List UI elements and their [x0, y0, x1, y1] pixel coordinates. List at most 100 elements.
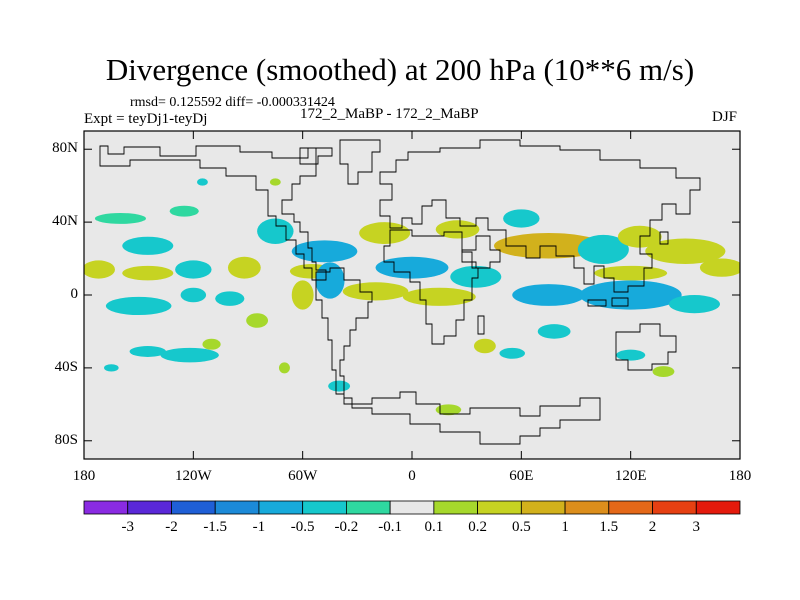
coastline-madagascar	[477, 315, 485, 335]
coastline-north-america	[99, 145, 327, 281]
field-blob-14	[291, 280, 314, 310]
x-tick-label: 180	[728, 468, 752, 484]
colorbar-label: 0.5	[511, 519, 531, 535]
field-blob-28	[579, 280, 682, 310]
field-blob-42	[104, 364, 119, 372]
colorbar-label: 0.2	[468, 519, 487, 535]
coastline-australia	[615, 323, 677, 371]
colorbar-label: -0.5	[290, 519, 315, 535]
field-blob-16	[402, 287, 476, 306]
coastline-africa	[383, 229, 479, 345]
field-blob-22	[503, 209, 540, 228]
field-blob-11	[180, 287, 207, 303]
field-blob-4	[122, 265, 174, 281]
colorbar-swatch	[608, 500, 653, 515]
colorbar-swatch	[477, 500, 522, 515]
y-tick-label: 40N	[52, 213, 78, 230]
field-blob-19	[359, 222, 411, 244]
experiment-label: Expt = teyDj1-teyDj	[84, 111, 208, 127]
coastline-antarctica	[351, 391, 601, 445]
colorbar-label: -0.2	[334, 519, 359, 535]
field-blob-10	[105, 296, 172, 316]
coastline-japan	[659, 231, 669, 245]
field-blob-45	[196, 178, 208, 186]
axis-tick-marks	[83, 131, 741, 459]
coastline-greenland	[339, 139, 381, 185]
field-blob-27	[512, 284, 586, 306]
y-tick-label: 0	[70, 286, 79, 302]
field-blob-44	[269, 178, 281, 186]
x-tick-label: 120E	[614, 468, 647, 484]
field-blob-3	[84, 260, 115, 279]
colorbar-swatch	[389, 500, 435, 515]
coastline-arabia	[461, 235, 501, 269]
coastline-south-america	[315, 267, 373, 405]
field-blob-38	[160, 347, 219, 363]
x-tick-label: 0	[408, 468, 416, 484]
field-blob-1	[169, 205, 199, 217]
field-blob-8	[291, 240, 358, 263]
field-blob-33	[537, 324, 571, 339]
field-blob-6	[227, 256, 261, 279]
field-features	[84, 178, 740, 416]
x-tick-label: 60W	[288, 468, 318, 484]
field-blob-13	[315, 262, 345, 299]
field-blob-18	[450, 265, 502, 288]
field-blob-36	[246, 313, 269, 328]
colorbar-swatch	[520, 500, 566, 515]
colorbar-swatch	[345, 500, 391, 515]
coastline-arctic-islands	[299, 147, 333, 165]
chart-title: Divergence (smoothed) at 200 hPa (10**6 …	[105, 52, 695, 87]
colorbar-swatch	[695, 500, 741, 515]
colorbar-label: -2	[165, 519, 178, 535]
case-label: 172_2_MaBP - 172_2_MaBP	[300, 106, 479, 122]
field-blob-25	[645, 238, 726, 265]
field-blob-12	[215, 291, 245, 306]
colorbar-swatch	[652, 500, 697, 515]
colorbar-label: -3	[121, 519, 134, 535]
colorbar-label: -1.5	[203, 519, 228, 535]
field-blob-40	[328, 380, 351, 392]
x-tick-label: 60E	[509, 468, 534, 484]
coastlines	[99, 139, 701, 445]
field-blob-39	[129, 346, 166, 357]
y-tick-label: 80N	[52, 140, 78, 157]
field-blob-20	[435, 220, 480, 239]
field-blob-37	[202, 338, 221, 350]
colorbar-label: -1	[252, 519, 266, 535]
field-blob-26	[699, 258, 740, 277]
field-blob-2	[122, 236, 174, 255]
colorbar-label: -0.1	[378, 519, 402, 535]
field-blob-5	[175, 260, 212, 279]
field-blob-34	[616, 349, 646, 361]
colorbar-swatch	[564, 500, 610, 515]
colorbar-swatch	[258, 500, 304, 515]
field-blob-30	[594, 265, 668, 281]
colorbar-swatch	[302, 500, 347, 515]
coastline-eurasia	[379, 139, 701, 293]
coastline-indonesia	[587, 297, 629, 307]
field-blob-41	[435, 404, 462, 416]
field-blob-43	[278, 362, 290, 374]
field-blob-35	[652, 366, 675, 377]
x-tick-label: 120W	[174, 468, 212, 484]
colorbar-label: 0.1	[424, 519, 444, 535]
colorbar-swatch	[127, 500, 172, 515]
colorbar-swatch	[214, 500, 260, 515]
field-blob-0	[94, 213, 146, 224]
colorbar-label: 3	[692, 519, 701, 535]
colorbar-label: 2	[648, 519, 657, 535]
colorbar-label: 1.5	[599, 519, 619, 535]
colorbar	[83, 500, 741, 515]
field-blob-31	[473, 338, 496, 354]
field-blob-23	[577, 234, 629, 265]
field-blob-29	[668, 295, 720, 314]
colorbar-label: 1	[561, 519, 569, 535]
field-blob-7	[257, 218, 294, 244]
colorbar-swatch	[83, 500, 129, 515]
y-tick-label: 80S	[54, 431, 78, 448]
field-blob-15	[342, 282, 409, 301]
season-label: DJF	[712, 109, 738, 125]
y-tick-label: 40S	[54, 358, 78, 375]
stats-text: rmsd= 0.125592 diff= -0.000331424	[130, 95, 335, 110]
